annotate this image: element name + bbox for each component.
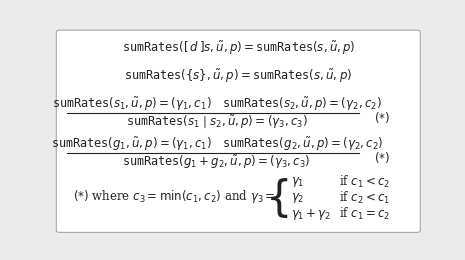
- Text: $\mathtt{sumRates}(g_1+g_2,\tilde{u},p) = (\gamma_3,c_3)$: $\mathtt{sumRates}(g_1+g_2,\tilde{u},p) …: [122, 154, 311, 171]
- Text: $\gamma_1$: $\gamma_1$: [291, 175, 304, 189]
- Text: $\mathtt{sumRates}([\,d\,]s,\tilde{u},p) = \mathtt{sumRates}(s,\tilde{u},p)$: $\mathtt{sumRates}([\,d\,]s,\tilde{u},p)…: [121, 40, 355, 57]
- Text: $\mathtt{sumRates}(\{s\},\tilde{u},p) = \mathtt{sumRates}(s,\tilde{u},p)$: $\mathtt{sumRates}(\{s\},\tilde{u},p) = …: [124, 68, 352, 85]
- Text: $\gamma_1+\gamma_2$: $\gamma_1+\gamma_2$: [291, 207, 331, 222]
- Text: $\mathtt{sumRates}(s_1\mid s_2,\tilde{u},p) = (\gamma_3,c_3)$: $\mathtt{sumRates}(s_1\mid s_2,\tilde{u}…: [126, 114, 307, 131]
- Text: $\{$: $\{$: [265, 176, 288, 220]
- Text: if $c_1 < c_2$: if $c_1 < c_2$: [339, 174, 391, 190]
- Text: $(*)$: $(*)$: [374, 110, 391, 125]
- Text: $\gamma_2$: $\gamma_2$: [291, 191, 304, 205]
- Text: $(*)$ where $c_3 = \min(c_1,c_2)$ and $\gamma_3 =$: $(*)$ where $c_3 = \min(c_1,c_2)$ and $\…: [73, 188, 275, 205]
- FancyBboxPatch shape: [56, 30, 420, 232]
- Text: if $c_1 = c_2$: if $c_1 = c_2$: [339, 206, 391, 223]
- Text: $\mathtt{sumRates}(s_1,\tilde{u},p) = (\gamma_1,c_1)\quad\mathtt{sumRates}(s_2,\: $\mathtt{sumRates}(s_1,\tilde{u},p) = (\…: [52, 96, 382, 113]
- Text: $\mathtt{sumRates}(g_1,\tilde{u},p) = (\gamma_1,c_1)\quad\mathtt{sumRates}(g_2,\: $\mathtt{sumRates}(g_1,\tilde{u},p) = (\…: [51, 136, 383, 153]
- Text: $(*)$: $(*)$: [374, 150, 391, 165]
- Text: if $c_2 < c_1$: if $c_2 < c_1$: [339, 190, 391, 206]
